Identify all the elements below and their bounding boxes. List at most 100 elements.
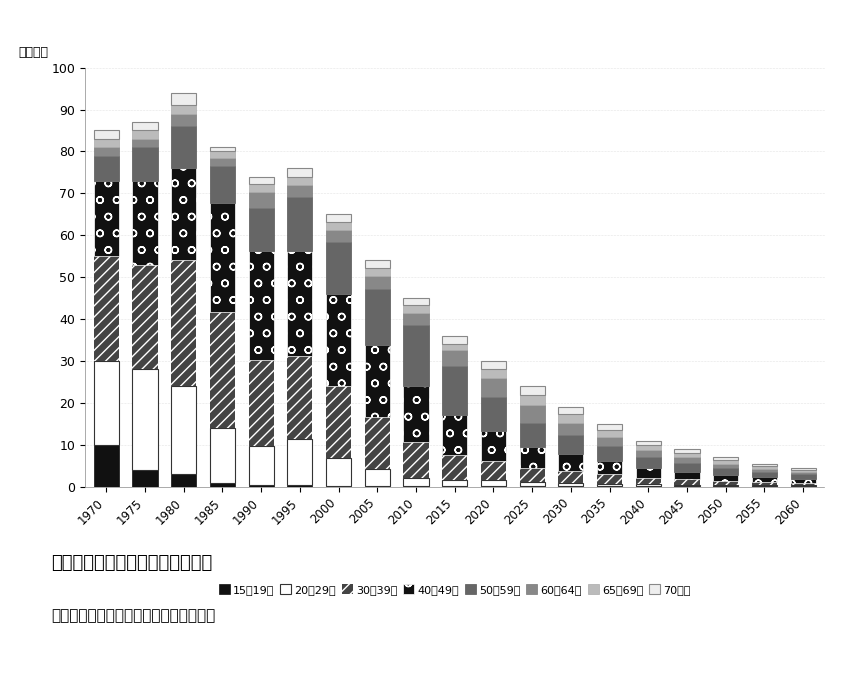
Bar [365, 417, 390, 469]
Text: （万人）: （万人） [19, 46, 48, 59]
Bar [287, 168, 313, 176]
Bar [442, 336, 468, 344]
Bar [171, 386, 196, 474]
Bar [519, 447, 545, 468]
Bar [713, 460, 739, 464]
Bar [404, 385, 428, 442]
Bar [248, 185, 274, 192]
Bar [481, 480, 506, 486]
Bar [713, 468, 739, 475]
Bar [404, 442, 428, 478]
Text: 資料：総務省「国勢調査」より筆者作成: 資料：総務省「国勢調査」より筆者作成 [51, 608, 215, 623]
Bar [94, 130, 119, 139]
Bar [404, 298, 428, 306]
Bar [713, 485, 739, 487]
Bar [171, 93, 196, 105]
Bar [558, 422, 583, 435]
Bar [133, 130, 157, 139]
Bar [519, 422, 545, 447]
Bar [442, 415, 468, 456]
Bar [519, 481, 545, 486]
Bar [133, 369, 157, 470]
Bar [287, 439, 313, 485]
Bar [210, 147, 235, 151]
Bar [713, 481, 739, 485]
Bar [752, 464, 777, 466]
Bar [481, 397, 506, 431]
Bar [133, 147, 157, 180]
Bar [326, 458, 351, 485]
Bar [287, 485, 313, 487]
Bar [442, 486, 468, 487]
Bar [597, 461, 622, 475]
Bar [326, 214, 351, 222]
Bar [790, 472, 816, 475]
Bar [674, 449, 700, 453]
Bar [481, 368, 506, 378]
Bar [94, 139, 119, 147]
Bar [326, 485, 351, 487]
Bar [133, 470, 157, 487]
Bar [287, 185, 313, 197]
Bar [558, 471, 583, 483]
Bar [94, 180, 119, 256]
Bar [94, 361, 119, 445]
Bar [674, 457, 700, 462]
Bar [558, 435, 583, 454]
Bar [248, 485, 274, 487]
Bar [94, 147, 119, 155]
Bar [248, 192, 274, 208]
Bar [248, 176, 274, 185]
Bar [597, 446, 622, 461]
Bar [287, 356, 313, 439]
Bar [326, 231, 351, 242]
Bar [210, 203, 235, 312]
Bar [674, 472, 700, 479]
Bar [597, 484, 622, 487]
Bar [519, 395, 545, 405]
Bar [674, 479, 700, 485]
Bar [404, 325, 428, 385]
Bar [287, 176, 313, 185]
Bar [713, 464, 739, 468]
Bar [790, 470, 816, 472]
Bar [442, 480, 468, 486]
Bar [171, 114, 196, 126]
Legend: 15～19歳, 20～29歳, 30～39歳, 40～49歳, 50～59歳, 60～64歳, 65～69歳, 70歳～: 15～19歳, 20～29歳, 30～39歳, 40～49歳, 50～59歳, … [218, 585, 691, 595]
Bar [171, 260, 196, 386]
Bar [210, 483, 235, 487]
Bar [326, 386, 351, 458]
Bar [558, 483, 583, 486]
Bar [365, 268, 390, 276]
Bar [287, 251, 313, 356]
Bar [442, 350, 468, 366]
Bar [519, 405, 545, 422]
Bar [519, 486, 545, 487]
Bar [597, 431, 622, 437]
Bar [481, 378, 506, 397]
Bar [133, 122, 157, 130]
Bar [287, 197, 313, 251]
Bar [404, 306, 428, 314]
Bar [248, 251, 274, 360]
Bar [326, 222, 351, 231]
Bar [365, 289, 390, 345]
Bar [597, 437, 622, 446]
Bar [519, 468, 545, 481]
Bar [442, 344, 468, 350]
Bar [713, 475, 739, 481]
Bar [133, 180, 157, 264]
Bar [442, 366, 468, 415]
Bar [752, 482, 777, 485]
Bar [248, 445, 274, 485]
Bar [248, 360, 274, 445]
Bar [752, 477, 777, 482]
Bar [790, 475, 816, 479]
Bar [636, 450, 661, 457]
Bar [326, 242, 351, 294]
Bar [713, 458, 739, 460]
Bar [94, 445, 119, 487]
Bar [404, 314, 428, 325]
Bar [558, 414, 583, 422]
Bar [365, 276, 390, 289]
